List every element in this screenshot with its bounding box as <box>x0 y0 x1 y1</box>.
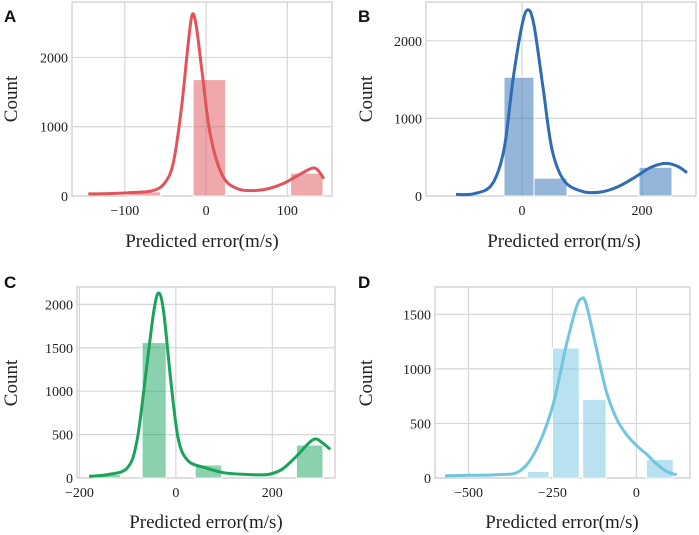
panel-d-bar <box>582 398 607 479</box>
panel-d-bars <box>526 347 674 479</box>
panel-b-x-tick-label: 200 <box>632 204 653 219</box>
panel-a-y-tick-label: 1000 <box>40 121 68 136</box>
panel-d: D −500 −250 0 0 500 1000 1500 Predicted error… <box>356 273 691 533</box>
panel-a-y-tick-label: 0 <box>61 190 68 205</box>
panel-a-letter: A <box>4 7 16 26</box>
panel-d-bar <box>526 470 550 479</box>
panel-b-letter: B <box>358 7 370 26</box>
panel-b-kde-line <box>455 8 688 197</box>
panel-b-bar <box>533 177 568 197</box>
panel-a-x-tick-label: −100 <box>110 204 139 219</box>
panel-c-y-tick-label: 2000 <box>45 298 73 313</box>
panel-c-x-tick-label: 200 <box>262 486 283 501</box>
panel-c-x-tick-label: −200 <box>65 486 94 501</box>
panel-b-x-label: Predicted error(m/s) <box>487 231 641 252</box>
panel-b-y-label: Count <box>356 75 377 122</box>
panel-b-y-tick-label: 1000 <box>394 112 422 127</box>
panel-c-y-label: Count <box>1 359 22 406</box>
panel-a-bar <box>192 79 227 197</box>
panel-c-y-tick-label: 1500 <box>45 342 73 357</box>
panel-c-gridlines <box>77 287 335 479</box>
panel-a-y-ticks: 0 1000 2000 <box>40 51 68 205</box>
panel-b-y-tick-label: 2000 <box>394 35 422 50</box>
panel-d-y-tick-label: 500 <box>410 417 431 432</box>
panel-d-bar <box>645 458 674 479</box>
panel-d-x-tick-label: 0 <box>633 486 640 501</box>
panel-d-y-ticks: 0 500 1000 1500 <box>403 308 431 487</box>
panel-a-bar <box>290 172 324 197</box>
panel-c-x-label: Predicted error(m/s) <box>129 512 283 533</box>
panel-c-y-tick-label: 500 <box>52 429 73 444</box>
panel-d-x-label: Predicted error(m/s) <box>485 512 639 533</box>
panel-d-bar <box>551 347 580 479</box>
panel-c-y-tick-label: 0 <box>66 472 73 487</box>
panel-d-y-tick-label: 0 <box>424 472 431 487</box>
panel-b-x-ticks: 0 200 <box>519 204 653 219</box>
panel-b-bar <box>503 76 535 197</box>
panel-c-letter: C <box>4 273 16 292</box>
panel-b: B 0 200 0 1000 2000 Predicted error(m/s) Co… <box>356 1 697 252</box>
panel-c-y-tick-label: 1000 <box>45 385 73 400</box>
panel-c-x-tick-label: 0 <box>172 486 179 501</box>
panel-d-y-tick-label: 1500 <box>403 308 431 323</box>
panel-c-y-ticks: 0 500 1000 1500 2000 <box>45 298 73 487</box>
panel-a-y-label: Count <box>1 75 22 122</box>
panel-b-bars <box>503 76 673 197</box>
panel-d-x-tick-label: −250 <box>538 486 567 501</box>
panel-a-x-tick-label: 100 <box>277 204 298 219</box>
panel-a-bars <box>127 79 324 197</box>
panel-b-x-tick-label: 0 <box>519 204 526 219</box>
panel-d-x-ticks: −500 −250 0 <box>454 486 640 501</box>
panel-c-plot-area <box>76 286 336 479</box>
panel-d-letter: D <box>358 273 370 292</box>
panel-d-y-label: Count <box>356 359 377 406</box>
panel-a-kde-line <box>88 12 326 196</box>
panel-b-y-ticks: 0 1000 2000 <box>394 35 422 205</box>
panel-a-y-tick-label: 2000 <box>40 51 68 66</box>
panel-a-x-ticks: −100 0 100 <box>110 204 297 219</box>
panel-d-kde-line <box>445 296 678 478</box>
panel-b-y-tick-label: 0 <box>415 190 422 205</box>
panel-a: A −100 0 100 0 1000 2000 Predicted error(m/s… <box>1 1 333 252</box>
panel-d-y-tick-label: 1000 <box>403 363 431 378</box>
panel-d-x-tick-label: −500 <box>454 486 483 501</box>
panel-a-x-tick-label: 0 <box>203 204 210 219</box>
panel-c-x-ticks: −200 0 200 <box>65 486 283 501</box>
panel-a-x-label: Predicted error(m/s) <box>125 231 279 252</box>
panel-c-kde-line <box>88 291 332 478</box>
